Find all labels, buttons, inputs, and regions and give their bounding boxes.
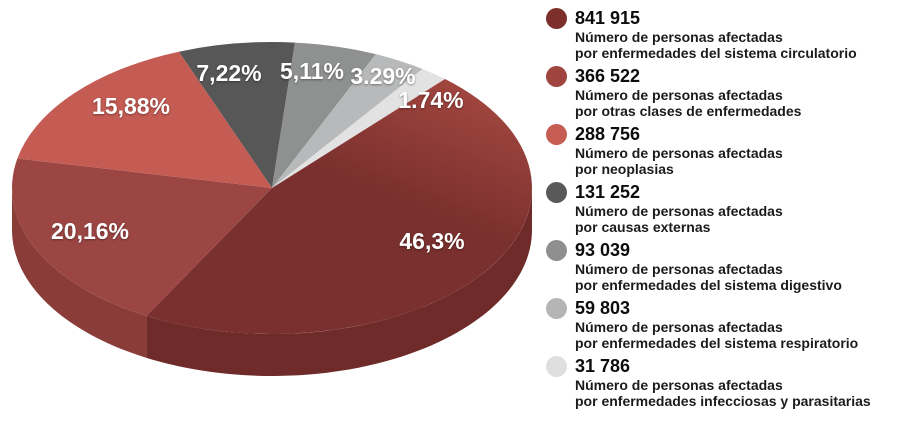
legend-item-respiratorio: 59 803 Número de personas afectadas por …: [546, 298, 896, 351]
legend: 841 915 Número de personas afectadas por…: [546, 8, 896, 409]
pie-percentage-label: 1.74%: [398, 87, 463, 113]
pie-slice-6: [272, 69, 446, 188]
pie-slice-5: [272, 54, 423, 188]
legend-item-neoplasias: 288 756 Número de personas afectadas por…: [546, 124, 896, 177]
legend-item-circulatorio: 841 915 Número de personas afectadas por…: [546, 8, 896, 61]
pie-percentage-label: 7,22%: [196, 60, 261, 86]
legend-desc-line1: Número de personas afectadas: [575, 203, 783, 219]
legend-desc-line2: por enfermedades del sistema respiratori…: [575, 335, 859, 351]
pie-percentage-label: 15,88%: [92, 93, 170, 119]
legend-item-otras-clases: 366 522 Número de personas afectadas por…: [546, 66, 896, 119]
legend-color-dot: [546, 8, 567, 29]
legend-text: 366 522 Número de personas afectadas por…: [575, 66, 801, 119]
legend-value: 841 915: [575, 8, 641, 28]
legend-value: 131 252: [575, 182, 641, 202]
legend-desc-line1: Número de personas afectadas: [575, 261, 783, 277]
legend-color-dot: [546, 182, 567, 203]
legend-item-digestivo: 93 039 Número de personas afectadas por …: [546, 240, 896, 293]
legend-item-infecciosas: 31 786 Número de personas afectadas por …: [546, 356, 896, 409]
legend-desc-line1: Número de personas afectadas: [575, 87, 783, 103]
legend-value: 366 522: [575, 66, 641, 86]
pie-percentage-label: 5,11%: [280, 58, 344, 84]
legend-desc-line2: por causas externas: [575, 219, 711, 235]
legend-color-dot: [546, 124, 567, 145]
legend-text: 841 915 Número de personas afectadas por…: [575, 8, 857, 61]
pie-slice-4: [272, 42, 376, 188]
pie-slice-0: [146, 79, 532, 334]
pie-chart: 46,3% 20,16% 15,88% 7,22% 5,11% 3.29%1.74%: [12, 42, 532, 376]
legend-desc-line2: por enfermedades del sistema circulatori…: [575, 45, 857, 61]
pie-percentage-label: 46,3%: [399, 228, 464, 254]
legend-text: 59 803 Número de personas afectadas por …: [575, 298, 858, 351]
pie-percentage-label: 20,16%: [51, 218, 129, 244]
legend-color-dot: [546, 240, 567, 261]
legend-text: 93 039 Número de personas afectadas por …: [575, 240, 842, 293]
pie-slice-3: [178, 42, 295, 189]
legend-text: 31 786 Número de personas afectadas por …: [575, 356, 871, 409]
pie-percentage-label: 3.29%: [350, 63, 415, 89]
pie-slice-side: [12, 188, 147, 358]
legend-value: 93 039: [575, 240, 631, 260]
pie-slice-1: [12, 158, 273, 316]
pie-slice-2: [17, 51, 273, 189]
legend-desc-line1: Número de personas afectadas: [575, 145, 783, 161]
legend-color-dot: [546, 298, 567, 319]
legend-value: 31 786: [575, 356, 631, 376]
legend-item-causas-externas: 131 252 Número de personas afectadas por…: [546, 182, 896, 235]
legend-desc-line2: por otras clases de enfermedades: [575, 103, 802, 119]
legend-text: 131 252 Número de personas afectadas por…: [575, 182, 783, 235]
legend-desc-line2: por enfermedades infecciosas y parasitar…: [575, 393, 871, 409]
legend-desc-line2: por enfermedades del sistema digestivo: [575, 277, 842, 293]
legend-value: 59 803: [575, 298, 631, 318]
legend-desc-line1: Número de personas afectadas: [575, 29, 783, 45]
legend-text: 288 756 Número de personas afectadas por…: [575, 124, 783, 177]
legend-value: 288 756: [575, 124, 641, 144]
legend-desc-line2: por neoplasias: [575, 161, 674, 177]
pie-slice-side: [146, 188, 532, 376]
legend-color-dot: [546, 356, 567, 377]
legend-desc-line1: Número de personas afectadas: [575, 377, 783, 393]
legend-color-dot: [546, 66, 567, 87]
legend-desc-line1: Número de personas afectadas: [575, 319, 783, 335]
